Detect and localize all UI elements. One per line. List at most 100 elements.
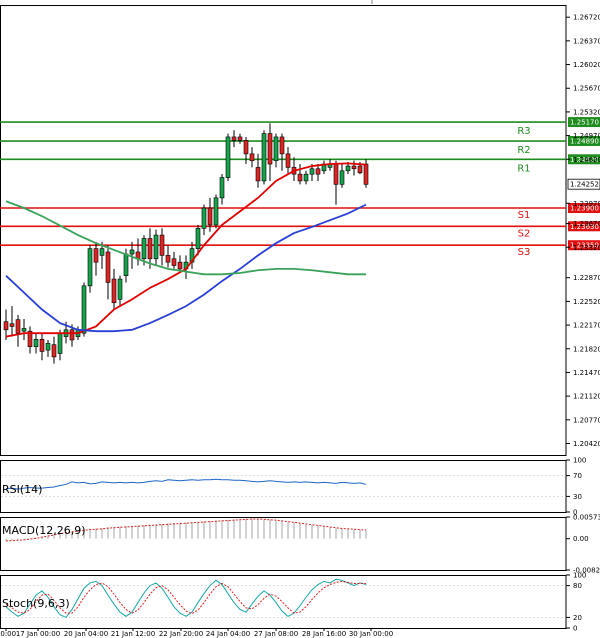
- level-badge-label-r2: 1.24890: [570, 138, 599, 146]
- candle-up: [225, 136, 231, 178]
- moving-average-line-2: [5, 200, 366, 276]
- candle-up: [87, 248, 93, 287]
- price-tick-label: 1.25320: [573, 108, 600, 116]
- indicator-tick-label: 100: [573, 572, 586, 580]
- candle-up: [201, 207, 207, 229]
- candle-down: [285, 153, 291, 168]
- panel-frame-0: [0, 5, 567, 456]
- stoch-signal-line: [5, 580, 366, 615]
- candle-down: [165, 255, 171, 263]
- indicator-tick-label: 70: [573, 472, 582, 480]
- price-tick-label: 1.23670: [573, 220, 600, 228]
- panel-frame-3: [0, 575, 567, 629]
- candle-down: [363, 163, 369, 185]
- moving-average-line-0: [5, 162, 367, 338]
- indicator-tick-label: 0: [573, 509, 577, 517]
- level-badge-label-r1: 1.24620: [570, 156, 599, 164]
- candle-up: [33, 338, 39, 348]
- candle-down: [249, 153, 255, 161]
- candle-down: [243, 140, 249, 155]
- level-name-s1: S1: [518, 210, 531, 221]
- price-tick-label: 1.20770: [573, 416, 600, 424]
- time-tick-label: 24 Jan 04:00: [206, 630, 250, 638]
- candle-down: [255, 167, 261, 182]
- candle-down: [279, 136, 285, 155]
- level-name-s2: S2: [518, 228, 531, 239]
- candle-up: [117, 278, 123, 300]
- candle-down: [351, 165, 357, 170]
- level-badge-label-s3: 1.23350: [570, 242, 599, 250]
- level-badge-r1: [568, 154, 600, 165]
- stoch-main-line: [5, 578, 367, 619]
- stoch-label: Stoch(9,6,3): [2, 597, 70, 610]
- level-name-r2: R2: [517, 145, 530, 156]
- candle-down: [237, 136, 243, 141]
- price-tick-label: 1.23970: [573, 200, 600, 208]
- price-tick-label: 1.21820: [573, 345, 600, 353]
- candle-down: [207, 207, 213, 226]
- rsi-panel: 100 70 30 0 RSI(14): [1, 457, 586, 517]
- current-price-label: 1.24252: [570, 181, 599, 189]
- candle-down: [105, 251, 111, 283]
- price-tick-label: 1.22520: [573, 298, 600, 306]
- time-tick-label: 20 Jan 04:00: [64, 630, 108, 638]
- time-tick-label: 21 Jan 12:00: [111, 630, 155, 638]
- pivot-levels: R3 1.25170 R2 1.24890 R1 1.24620 S1 1.23900 S2 1.…: [0, 117, 600, 258]
- panel-frame-1: [0, 460, 567, 513]
- level-badge-r3: [568, 117, 600, 128]
- level-badge-s1: [568, 203, 600, 214]
- candle-up: [219, 177, 225, 199]
- stoch-panel: 100 80 20 0 Stoch(9,6,3): [1, 572, 586, 633]
- macd-label: MACD(12,26,9): [2, 524, 86, 537]
- candle-down: [171, 258, 177, 266]
- current-price-tag: [567, 178, 600, 190]
- level-badge-r2: [568, 136, 600, 147]
- price-tick-label: 1.21120: [573, 393, 600, 401]
- indicator-tick-label: 30: [573, 493, 582, 501]
- candle-up: [345, 165, 351, 172]
- candle-down: [267, 133, 273, 165]
- moving-average-line-1: [5, 203, 367, 333]
- price-tick-label: 1.21470: [573, 369, 600, 377]
- candle-down: [357, 165, 363, 174]
- time-tick-label: 00:00: [0, 630, 16, 638]
- price-tick-label: 1.26370: [573, 37, 600, 45]
- candle-up: [123, 253, 129, 276]
- price-tick-label: 1.26720: [573, 14, 600, 22]
- candle-up: [141, 238, 147, 260]
- indicator-tick-label: 20: [573, 614, 582, 622]
- candle-up: [261, 133, 267, 182]
- candle-up: [153, 234, 159, 260]
- candle-down: [9, 323, 15, 327]
- candle-up: [129, 249, 135, 255]
- candle-down: [15, 319, 21, 334]
- price-tick-label: 1.24620: [573, 156, 600, 164]
- price-tick-label: 1.22870: [573, 274, 600, 282]
- level-badge-label-s1: 1.23900: [570, 205, 599, 213]
- indicator-tick-label: 0.00: [573, 535, 589, 543]
- level-badge-label-s2: 1.23630: [570, 223, 599, 231]
- candle-up: [309, 168, 315, 175]
- price-axis: 1.26720 1.26370 1.26020 1.25670 1.25320 1.249…: [566, 14, 600, 448]
- candle-up: [99, 248, 105, 256]
- moving-averages: [5, 162, 367, 338]
- candle-down: [297, 173, 303, 182]
- candle-down: [27, 330, 33, 348]
- indicator-tick-label: 80: [573, 582, 582, 590]
- time-tick-label: 27 Jan 08:00: [254, 630, 298, 638]
- indicator-tick-label: 0: [573, 625, 577, 633]
- macd-signal-line: [5, 518, 367, 542]
- time-tick-label: 30 Jan 00:00: [349, 630, 393, 638]
- level-name-r3: R3: [517, 126, 530, 137]
- candle-down: [3, 321, 9, 331]
- candle-up: [303, 173, 309, 182]
- time-tick-label: 17 Jan 00:00: [16, 630, 60, 638]
- panel-frame-2: [0, 517, 567, 571]
- candle-up: [213, 197, 219, 226]
- panel-frames: [0, 0, 567, 629]
- candle-down: [147, 238, 153, 260]
- rsi-line: [5, 478, 367, 490]
